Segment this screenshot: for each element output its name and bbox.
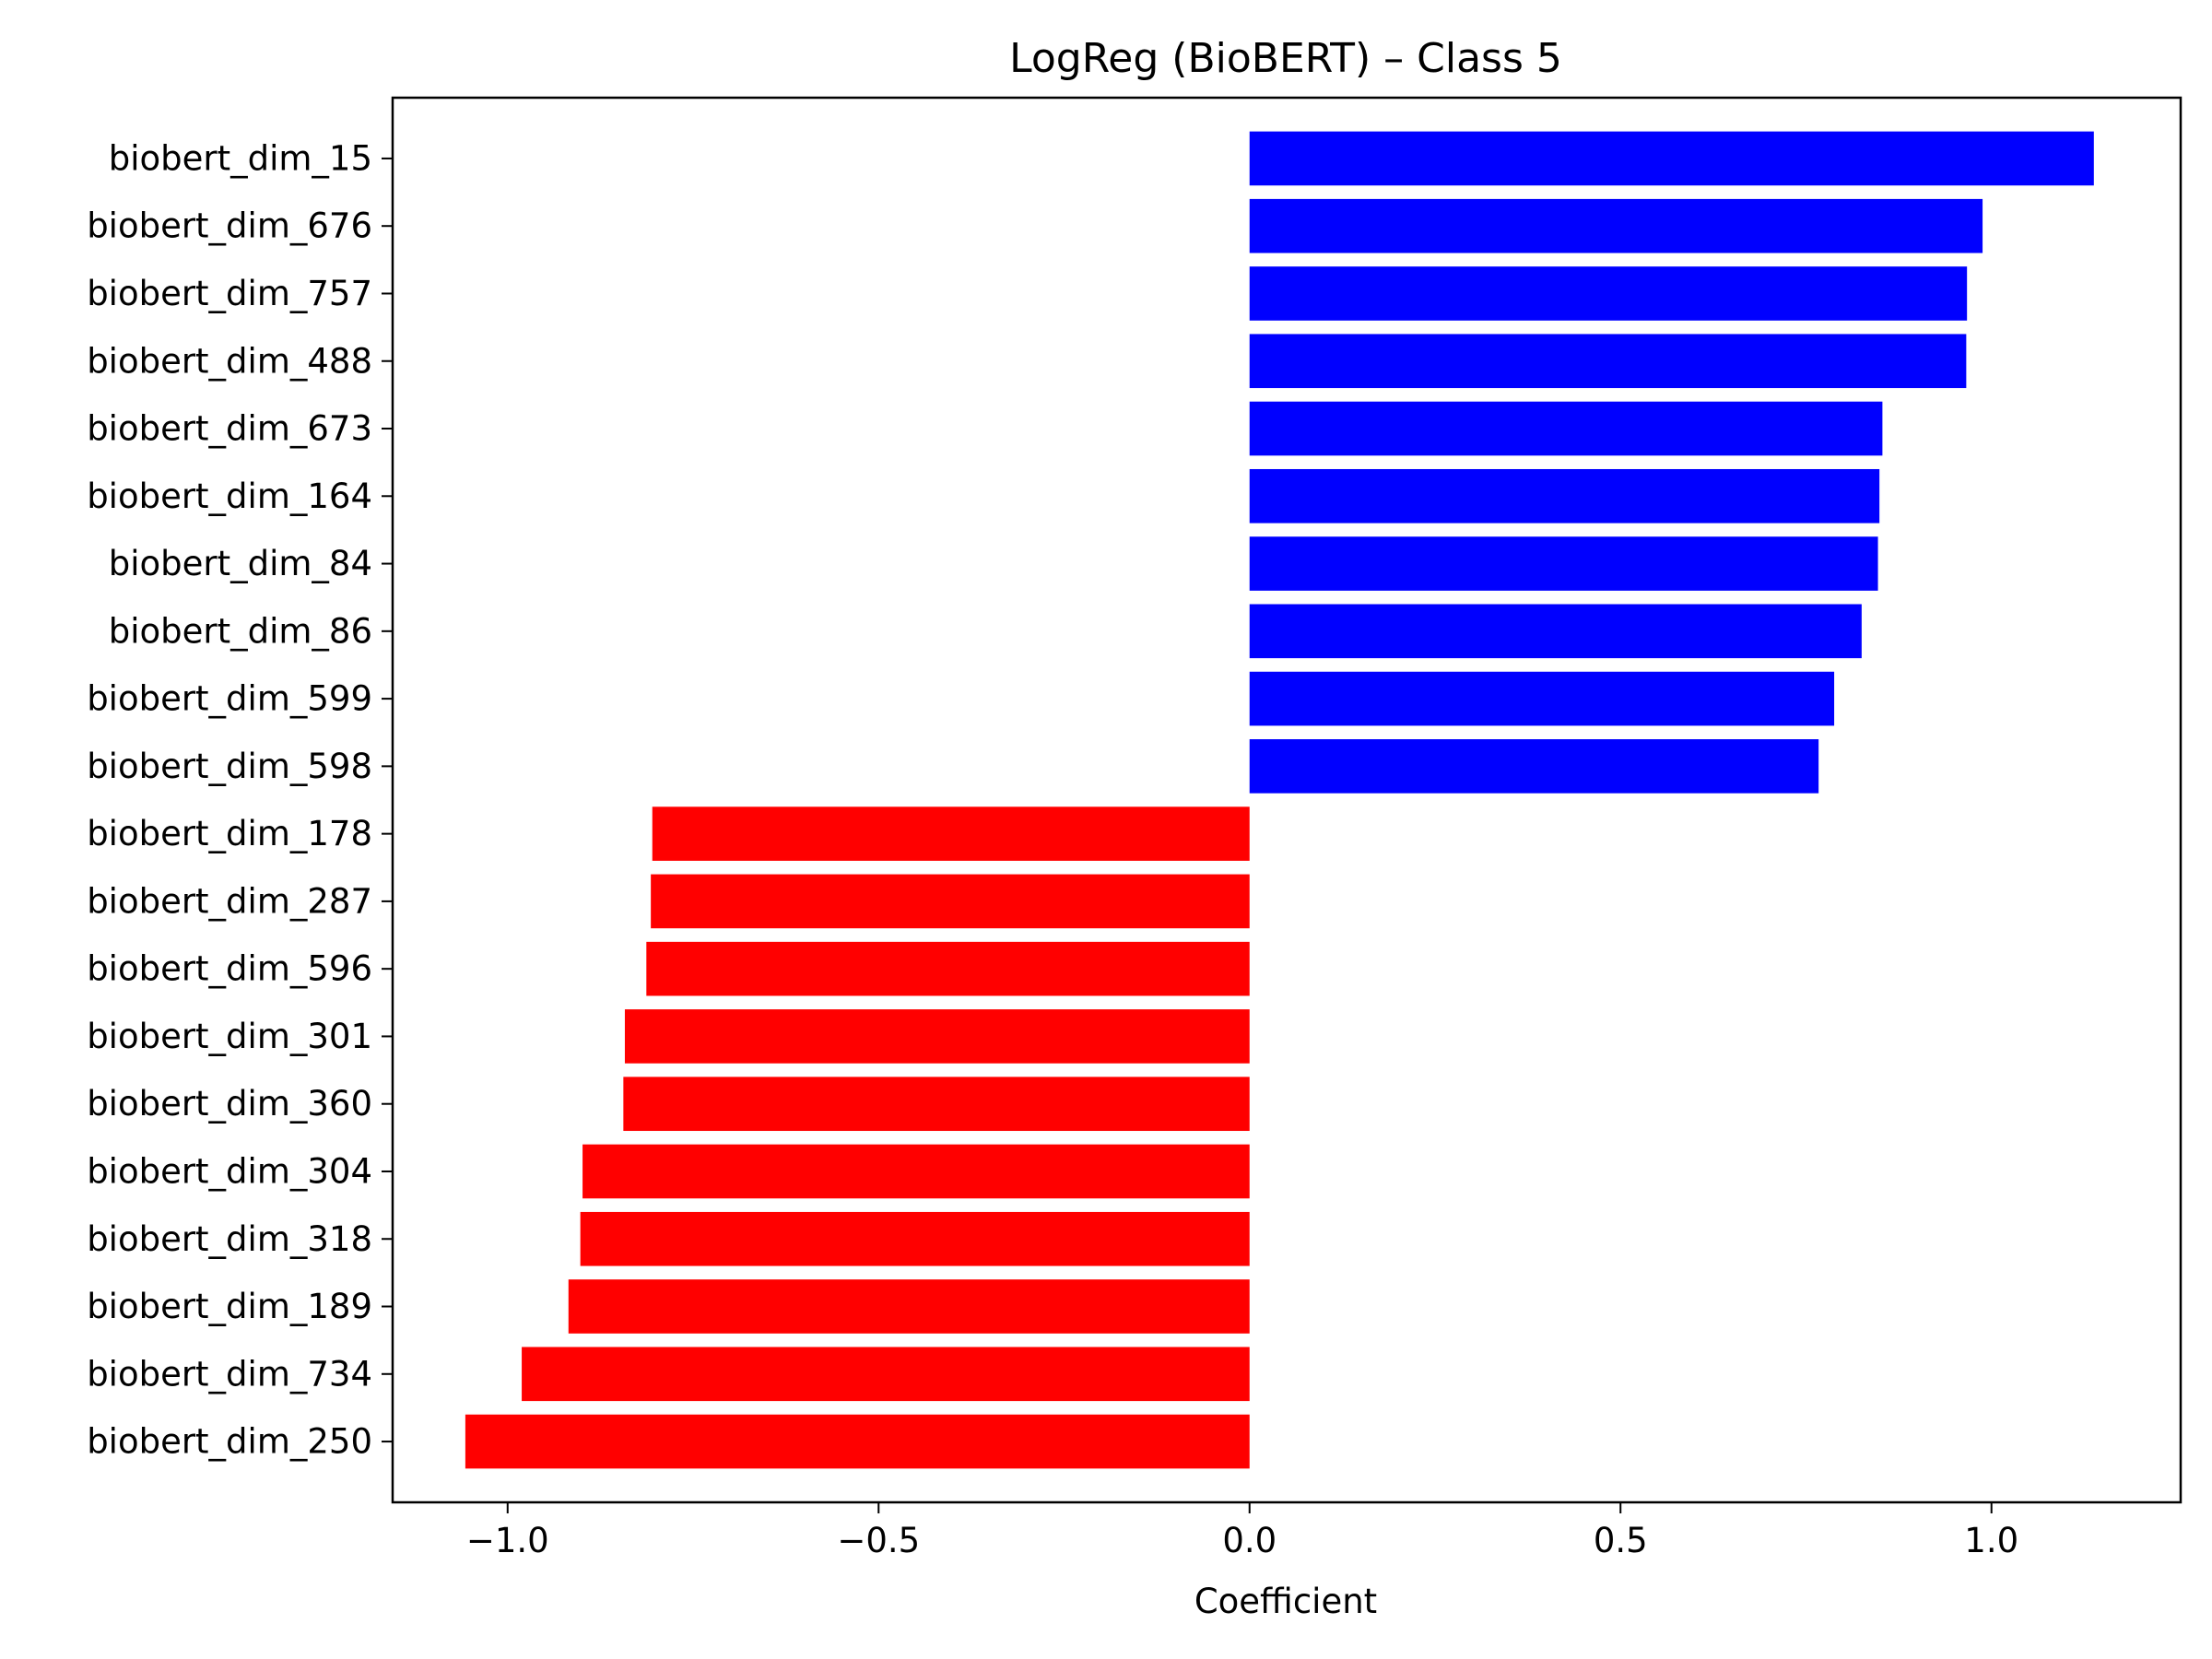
bar-biobert_dim_676 [1249,198,1983,253]
y-tick-label: biobert_dim_189 [87,1287,372,1326]
bar-biobert_dim_84 [1249,536,1878,591]
bar-biobert_dim_360 [623,1077,1250,1132]
bar-biobert_dim_757 [1249,266,1968,321]
x-axis: −1.0 −0.5 0.0 0.5 1.0 [466,1502,2018,1560]
y-tick-label: biobert_dim_676 [87,206,372,246]
bar-biobert_dim_86 [1249,604,1862,659]
chart-title: LogReg (BioBERT) – Class 5 [1009,35,1562,82]
bar-biobert_dim_304 [582,1144,1250,1199]
y-tick-label: biobert_dim_86 [109,611,372,651]
plot-frame [391,96,2183,1504]
y-tick-label: biobert_dim_360 [87,1084,372,1124]
x-tick-label: −0.5 [837,1521,920,1560]
y-tick-label: biobert_dim_250 [87,1422,372,1462]
y-axis: biobert_dim_15 biobert_dim_676 biobert_dim… [87,138,393,1462]
y-tick-label: biobert_dim_15 [109,138,372,178]
bar-biobert_dim_734 [522,1347,1250,1402]
bar-biobert_dim_488 [1249,334,1967,389]
y-tick-label: biobert_dim_178 [87,814,372,853]
bar-biobert_dim_287 [651,874,1250,929]
y-tick-label: biobert_dim_301 [87,1017,372,1056]
y-tick-label: biobert_dim_673 [87,409,372,449]
x-tick-label: 0.5 [1594,1521,1648,1560]
y-tick-label: biobert_dim_164 [87,477,372,516]
bar-biobert_dim_599 [1249,671,1835,726]
x-tick-label: −1.0 [466,1521,549,1560]
y-tick-label: biobert_dim_84 [109,544,372,583]
bar-biobert_dim_250 [465,1414,1250,1469]
bar-biobert_dim_673 [1249,401,1883,456]
y-tick-label: biobert_dim_599 [87,679,372,719]
bar-biobert_dim_164 [1249,468,1880,524]
y-tick-label: biobert_dim_488 [87,341,372,381]
y-tick-label: biobert_dim_318 [87,1219,372,1259]
bar-biobert_dim_178 [652,806,1250,861]
bar-biobert_dim_189 [568,1279,1250,1334]
y-tick-label: biobert_dim_598 [87,747,372,786]
x-tick-label: 0.0 [1222,1521,1277,1560]
bar-biobert_dim_15 [1249,131,2094,186]
bar-biobert_dim_596 [646,941,1250,996]
bar-biobert_dim_318 [580,1211,1250,1266]
y-tick-label: biobert_dim_734 [87,1354,372,1394]
bar-biobert_dim_301 [624,1009,1250,1064]
y-tick-label: biobert_dim_596 [87,949,372,989]
y-tick-label: biobert_dim_304 [87,1151,372,1191]
x-tick-label: 1.0 [1964,1521,2018,1560]
y-tick-label: biobert_dim_287 [87,881,372,921]
bar-biobert_dim_598 [1249,739,1819,794]
x-axis-label: Coefficient [1194,1582,1377,1621]
y-tick-label: biobert_dim_757 [87,274,372,313]
bars-group [465,131,2094,1469]
